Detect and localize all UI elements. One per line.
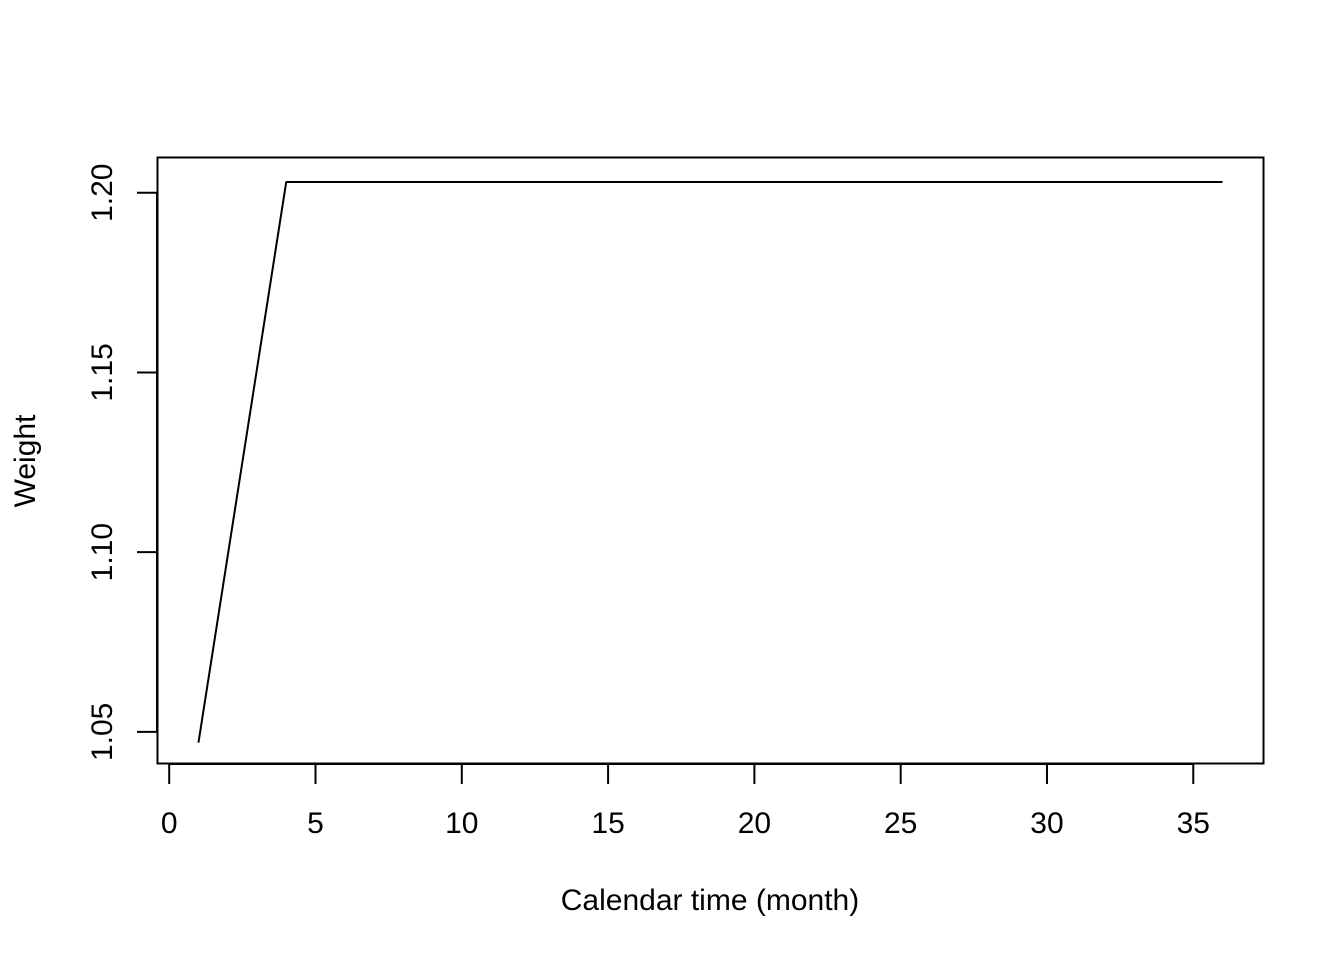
y-tick-label: 1.05 [86,703,119,761]
x-tick-label: 10 [445,807,478,840]
x-tick-label: 35 [1177,807,1210,840]
x-tick-label: 15 [591,807,624,840]
y-tick-label: 1.20 [86,164,119,222]
x-tick-label: 20 [738,807,771,840]
y-tick-label: 1.10 [86,523,119,581]
series-layer [197,180,1223,743]
series-line [197,180,1223,743]
plot-frame [156,156,1265,765]
x-tick-label: 5 [307,807,324,840]
x-tick-label: 0 [161,807,178,840]
y-axis-title: Weight [9,414,42,507]
x-tick-label: 25 [884,807,917,840]
x-axis-title: Calendar time (month) [561,884,859,917]
x-tick-label: 30 [1030,807,1063,840]
x-axis: 0 5 10 15 20 25 30 35 [161,763,1210,840]
y-axis: 1.05 1.10 1.15 1.20 [86,164,158,761]
y-tick-label: 1.15 [86,343,119,401]
